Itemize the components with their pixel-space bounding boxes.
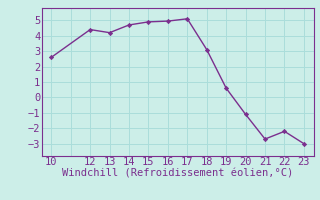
X-axis label: Windchill (Refroidissement éolien,°C): Windchill (Refroidissement éolien,°C) [62,169,293,179]
